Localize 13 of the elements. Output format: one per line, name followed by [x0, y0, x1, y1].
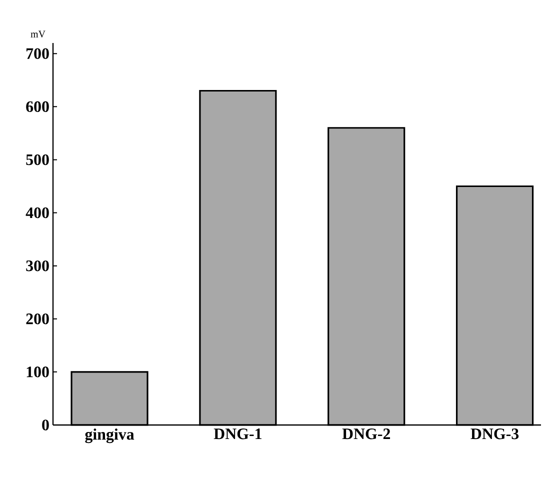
y-tick-label: 200	[26, 314, 49, 324]
y-tick-label: 0	[42, 420, 49, 430]
y-axis-title: mV	[30, 30, 46, 38]
y-tick-label: 400	[26, 207, 49, 218]
x-tick-label: DNG-1	[214, 428, 262, 440]
y-tick-label: 300	[26, 260, 49, 272]
x-tick-label: DNG-2	[342, 428, 390, 440]
y-tick-label: 100	[26, 366, 49, 378]
y-tick-label: 600	[26, 101, 49, 112]
x-tick-label: DNG-3	[470, 428, 519, 440]
x-tick-label: gingiva	[85, 428, 134, 444]
y-tick-label: 700	[26, 48, 49, 59]
y-tick-label: 500	[26, 154, 49, 166]
